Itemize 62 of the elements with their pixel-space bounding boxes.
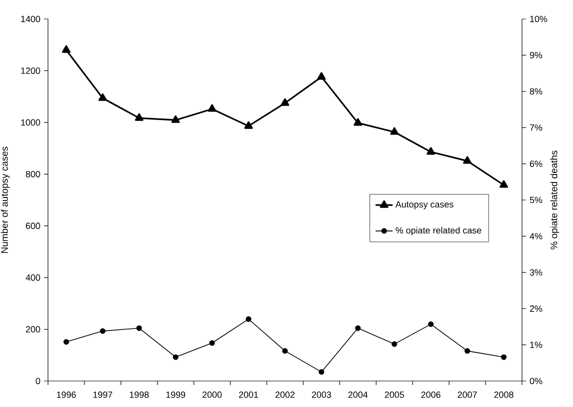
y2-tick-label: 2% [530,305,542,312]
point [246,316,252,322]
point [136,325,142,331]
y2-tick-label: 10% [530,16,548,22]
point [426,147,436,155]
point [134,113,144,121]
point [464,348,470,354]
x-tick-label: 1999 [166,392,186,398]
y2-tick-label: 0% [530,378,542,384]
y-tick-label: 1200 [21,68,40,74]
y-tick-label: 800 [26,170,40,178]
y2-tick-label: 4% [530,233,542,240]
point [100,328,106,334]
point [463,156,472,164]
point [171,115,180,123]
y-tick-label: 1400 [21,16,40,22]
x-tick-label: 2001 [239,392,258,398]
point [318,369,324,375]
y-tick-label: 600 [26,222,40,230]
y-tick-label: 1000 [21,119,40,126]
y2-tick-label: 8% [530,88,542,95]
y2-axis-title: % opiate related deaths [550,150,560,250]
point [428,321,434,327]
point [392,341,398,347]
point [172,354,178,360]
y-tick-label: 400 [26,274,40,281]
point [244,121,253,129]
y2-tick-label: 5% [530,196,542,204]
y2-tick-label: 7% [530,124,542,131]
point [354,118,362,126]
point [317,72,326,80]
y2-tick-label: 9% [530,52,542,58]
x-tick-label: 1997 [93,392,112,398]
y-tick-label: 0 [36,378,40,384]
point [500,180,508,188]
y-tick-label: 200 [26,326,40,332]
y-axis-title: Number of autopsy cases [0,146,10,253]
legend-label: % opiate related case [396,226,482,236]
y2-tick-label: 3% [530,269,542,276]
x-tick-label: 2007 [458,392,477,398]
x-tick-label: 2005 [384,392,404,398]
point [500,354,507,360]
x-tick-label: 1996 [56,392,76,398]
point [390,127,399,135]
point [63,339,70,345]
x-tick-label: 2002 [275,392,295,398]
legend-label: Autopsy cases [395,201,454,210]
point [355,325,361,331]
x-tick-label: 2006 [421,392,440,398]
point [282,348,288,354]
point [209,340,215,346]
y2-tick-label: 6% [530,160,542,167]
point [280,98,290,106]
x-tick-label: 2000 [202,392,222,398]
y2-tick-label: 1% [530,342,542,348]
x-tick-label: 1998 [130,392,149,398]
x-tick-label: 2004 [348,392,368,398]
x-tick-label: 2008 [494,392,514,398]
point [62,45,70,53]
point [98,93,107,101]
x-tick-label: 2003 [312,392,332,398]
point [208,104,216,112]
